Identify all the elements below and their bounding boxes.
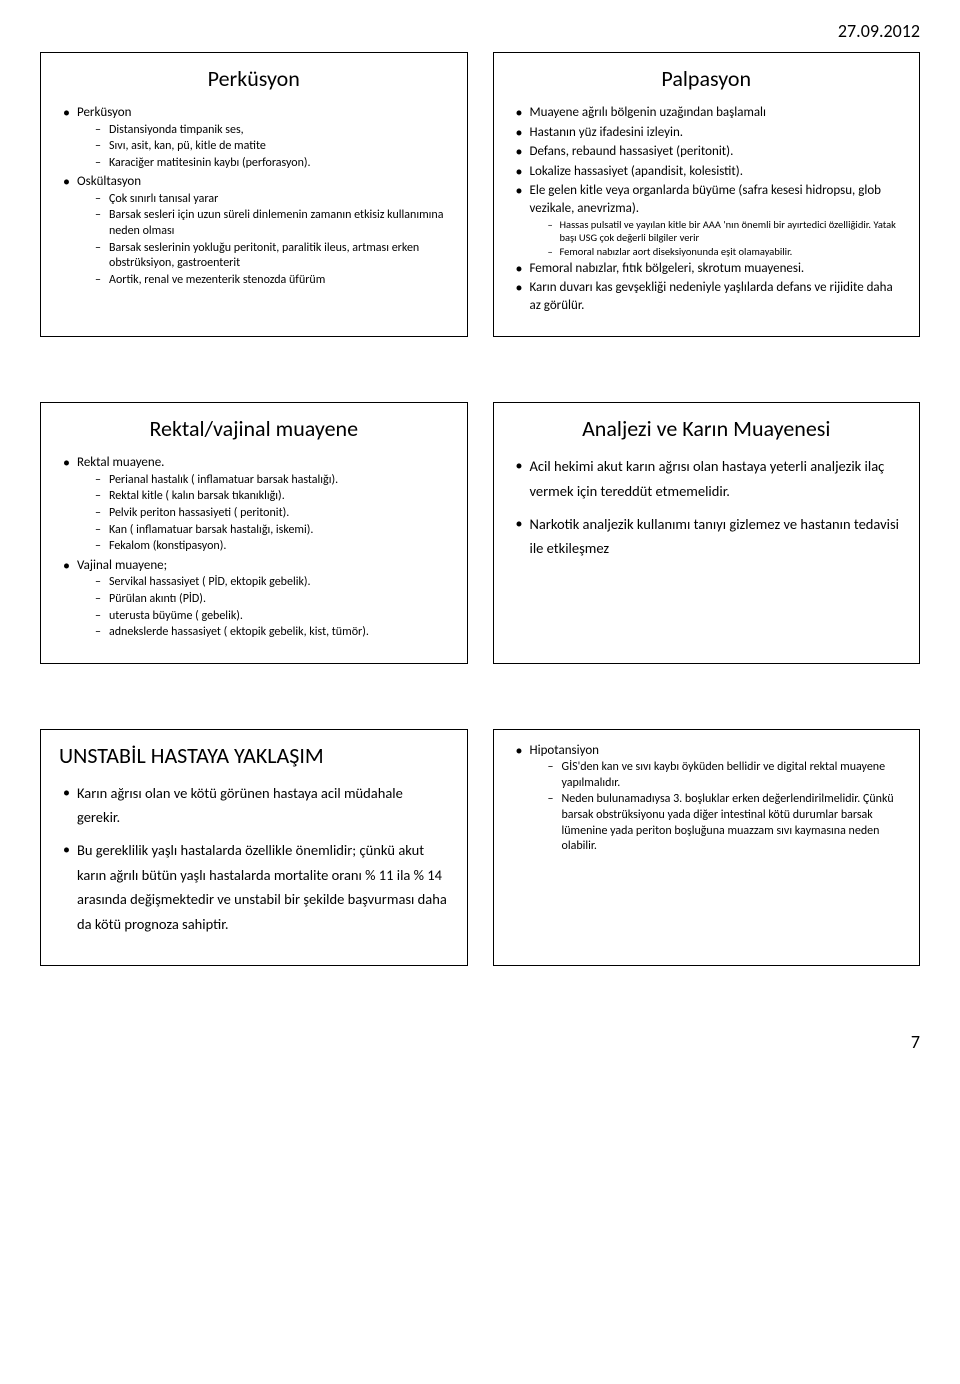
list-item: Karın duvarı kas gevşekliği nedeniyle ya…	[516, 279, 902, 314]
list-item: Femoral nabızlar, fıtık bölgeleri, skrot…	[516, 260, 902, 278]
list-item-text: Ele gelen kitle veya organlarda büyüme (…	[530, 183, 882, 216]
sub-list-item: Karaciğer matitesinin kaybı (perforasyon…	[95, 156, 449, 172]
sub-list-item: adnekslerde hassasiyet ( ektopik gebelik…	[95, 625, 449, 641]
subsub-list: Hassas pulsatil ve yayılan kitle bir AAA…	[530, 218, 902, 257]
bullet-list: Rektal muayene. Perianal hastalık ( infla…	[59, 454, 449, 640]
slide: Perküsyon Perküsyon Distansiyonda timpanik…	[40, 52, 468, 337]
list-item-text: Lokalize hassasiyet (apandisit, kolesist…	[530, 164, 743, 179]
sub-list-item: Barsak seslerinin yokluğu peritonit, par…	[95, 241, 449, 272]
sub-list: GİS'den kan ve sıvı kaybı öyküden bellid…	[530, 760, 902, 855]
list-item: Defans, rebaund hassasiyet (peritonit).	[516, 143, 902, 161]
sub-list-item: Pürülan akıntı (PİD).	[95, 592, 449, 608]
sub-list-item: Kan ( inflamatuar barsak hastalığı, iske…	[95, 523, 449, 539]
slide: UNSTABİL HASTAYA YAKLAŞIM Karın ağrısı ol…	[40, 729, 468, 966]
list-item-text: Hastanın yüz ifadesini izleyin.	[530, 125, 684, 140]
list-item-text: Acil hekimi akut karın ağrısı olan hasta…	[530, 457, 885, 500]
slide-title: Analjezi ve Karın Muayenesi	[512, 415, 902, 442]
list-item-text: Muayene ağrılı bölgenin uzağından başlam…	[530, 105, 767, 120]
sub-list-item: Sıvı, asit, kan, pü, kitle de matite	[95, 139, 449, 155]
slide-title: UNSTABİL HASTAYA YAKLAŞIM	[59, 742, 449, 769]
list-item-text: Bu gereklilik yaşlı hastalarda özellikle…	[77, 841, 447, 933]
bullet-list: Acil hekimi akut karın ağrısı olan hasta…	[512, 454, 902, 561]
sub-list-item: Neden bulunamadıysa 3. boşluklar erken d…	[548, 792, 902, 854]
bullet-list: Perküsyon Distansiyonda timpanik ses,Sıvı…	[59, 104, 449, 288]
bullet-list: Karın ağrısı olan ve kötü görünen hastay…	[59, 781, 449, 937]
sub-list: Çok sınırlı tanısal yararBarsak sesleri …	[77, 192, 449, 289]
slides-container: Perküsyon Perküsyon Distansiyonda timpanik…	[40, 52, 920, 966]
list-item-text: Rektal muayene.	[77, 455, 164, 470]
list-item: Muayene ağrılı bölgenin uzağından başlam…	[516, 104, 902, 122]
sub-list-item: GİS'den kan ve sıvı kaybı öyküden bellid…	[548, 760, 902, 791]
list-item: Ele gelen kitle veya organlarda büyüme (…	[516, 182, 902, 257]
list-item: Lokalize hassasiyet (apandisit, kolesist…	[516, 163, 902, 181]
list-item: Hastanın yüz ifadesini izleyin.	[516, 124, 902, 142]
slide-row: Rektal/vajinal muayene Rektal muayene. Per…	[40, 402, 920, 663]
sub-list: Servikal hassasiyet ( PİD, ektopik gebel…	[77, 575, 449, 640]
slide-title: Perküsyon	[59, 65, 449, 92]
list-item: Rektal muayene. Perianal hastalık ( infla…	[63, 454, 449, 555]
slide: Palpasyon Muayene ağrılı bölgenin uzağınd…	[493, 52, 921, 337]
slide-title: Palpasyon	[512, 65, 902, 92]
list-item: Bu gereklilik yaşlı hastalarda özellikle…	[63, 838, 449, 937]
sub-list-item: Pelvik periton hassasiyeti ( peritonit).	[95, 506, 449, 522]
subsub-list-item: Hassas pulsatil ve yayılan kitle bir AAA…	[548, 218, 902, 244]
sub-list-item: uterusta büyüme ( gebelik).	[95, 609, 449, 625]
list-item-text: Femoral nabızlar, fıtık bölgeleri, skrot…	[530, 261, 805, 276]
list-item: Karın ağrısı olan ve kötü görünen hastay…	[63, 781, 449, 830]
list-item-text: Perküsyon	[77, 105, 131, 120]
sub-list-item: Servikal hassasiyet ( PİD, ektopik gebel…	[95, 575, 449, 591]
slide-row: UNSTABİL HASTAYA YAKLAŞIM Karın ağrısı ol…	[40, 729, 920, 966]
slide: Hipotansiyon GİS'den kan ve sıvı kaybı öy…	[493, 729, 921, 966]
sub-list-item: Rektal kitle ( kalın barsak tıkanıklığı)…	[95, 489, 449, 505]
subsub-list-item: Femoral nabızlar aort diseksiyonunda eşi…	[548, 245, 902, 258]
list-item-text: Oskültasyon	[77, 174, 141, 189]
list-item-text: Vajinal muayene;	[77, 558, 167, 573]
slide-title: Rektal/vajinal muayene	[59, 415, 449, 442]
page-date: 27.09.2012	[40, 20, 920, 42]
list-item: Vajinal muayene; Servikal hassasiyet ( Pİ…	[63, 557, 449, 641]
bullet-list: Hipotansiyon GİS'den kan ve sıvı kaybı öy…	[512, 742, 902, 855]
list-item: Narkotik analjezik kullanımı tanıyı gizl…	[516, 512, 902, 561]
sub-list: Distansiyonda timpanik ses,Sıvı, asit, k…	[77, 123, 449, 172]
slide: Analjezi ve Karın Muayenesi Acil hekimi a…	[493, 402, 921, 663]
sub-list-item: Aortik, renal ve mezenterik stenozda üfü…	[95, 273, 449, 289]
list-item-text: Defans, rebaund hassasiyet (peritonit).	[530, 144, 734, 159]
sub-list-item: Barsak sesleri için uzun süreli dinlemen…	[95, 208, 449, 239]
list-item: Perküsyon Distansiyonda timpanik ses,Sıvı…	[63, 104, 449, 171]
bullet-list: Muayene ağrılı bölgenin uzağından başlam…	[512, 104, 902, 314]
list-item: OskültasyonÇok sınırlı tanısal yararBars…	[63, 173, 449, 288]
sub-list-item: Distansiyonda timpanik ses,	[95, 123, 449, 139]
list-item: Acil hekimi akut karın ağrısı olan hasta…	[516, 454, 902, 503]
list-item-text: Karın duvarı kas gevşekliği nedeniyle ya…	[530, 280, 893, 313]
list-item-text: Narkotik analjezik kullanımı tanıyı gizl…	[530, 515, 900, 558]
sub-list: Perianal hastalık ( inflamatuar barsak h…	[77, 473, 449, 555]
sub-list-item: Çok sınırlı tanısal yarar	[95, 192, 449, 208]
sub-list-item: Perianal hastalık ( inflamatuar barsak h…	[95, 473, 449, 489]
page-number: 7	[40, 1031, 920, 1053]
list-item-text: Hipotansiyon	[530, 743, 600, 758]
slide: Rektal/vajinal muayene Rektal muayene. Per…	[40, 402, 468, 663]
list-item-text: Karın ağrısı olan ve kötü görünen hastay…	[77, 784, 403, 827]
sub-list-item: Fekalom (konstipasyon).	[95, 539, 449, 555]
slide-row: Perküsyon Perküsyon Distansiyonda timpanik…	[40, 52, 920, 337]
list-item: Hipotansiyon GİS'den kan ve sıvı kaybı öy…	[516, 742, 902, 855]
